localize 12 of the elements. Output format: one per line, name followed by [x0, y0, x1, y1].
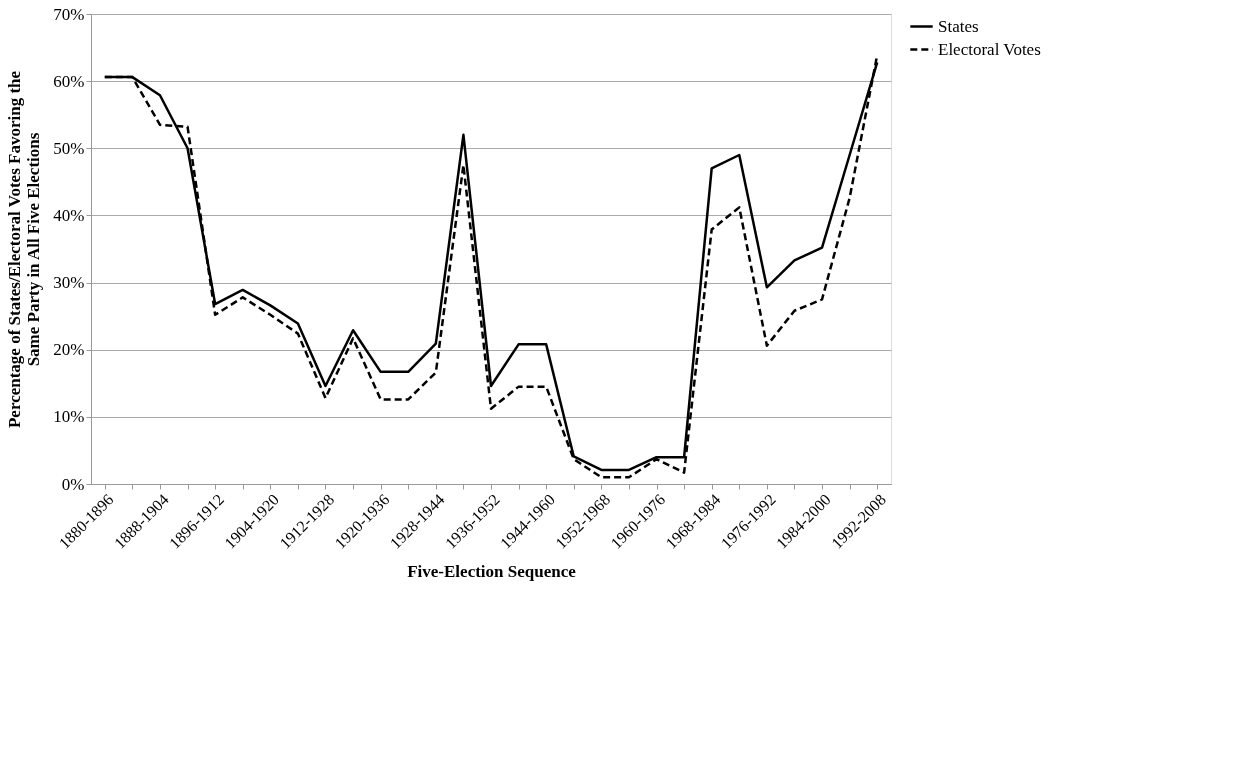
y-axis-title: Percentage of States/Electoral Votes Favoring the Same Party in All Five Elections	[5, 70, 44, 429]
y-tick-label: 40%	[53, 205, 85, 225]
y-tick-label: 60%	[53, 71, 85, 91]
y-tick-label: 50%	[53, 138, 85, 158]
legend-label: Electoral Votes	[938, 39, 1041, 59]
y-tick-label: 10%	[53, 407, 85, 427]
x-axis-title: Five-Election Sequence	[407, 561, 577, 581]
y-tick-label: 20%	[53, 340, 85, 360]
y-tick-label: 70%	[53, 4, 85, 24]
legend-label: States	[938, 16, 979, 36]
y-tick-label: 0%	[61, 474, 85, 494]
y-tick-label: 30%	[53, 273, 85, 293]
